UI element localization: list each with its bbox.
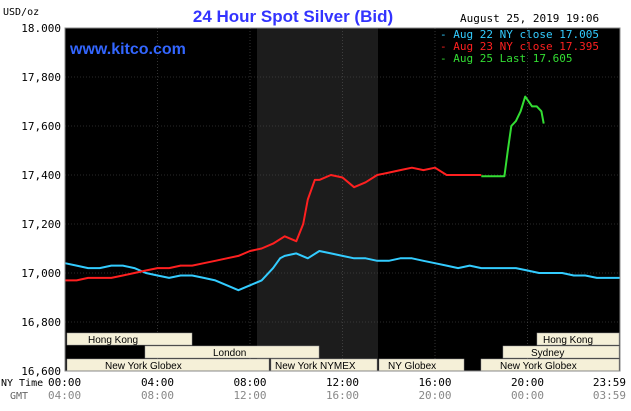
x-tick-label-ny: 04:00 [141,376,174,389]
axis-ticks: 18.000 17,800 17,600 17,400 17,200 17,000 16,8… [21,22,626,402]
market-london: London [213,348,246,359]
x-tick-label-ny: 12:00 [326,376,359,389]
market-box [502,345,620,359]
x-tick-label-gmt: 12:00 [233,389,266,402]
y-tick-label: 17,600 [21,120,61,133]
timestamp: August 25, 2019 19:06 [460,12,599,25]
legend-item-aug25: - Aug 25 Last 17.605 [440,52,572,65]
market-new-york-globex: New York Globex [105,361,182,372]
y-tick-label: 16,600 [21,365,61,378]
series-line-1 [65,166,482,282]
market-hong-kong-2: Hong Kong [543,335,593,346]
session-highlight [257,28,378,371]
x-tick-label-ny: 00:00 [48,376,81,389]
x-tick-label-gmt: 08:00 [141,389,174,402]
market-box [66,332,193,346]
x-tick-label-ny: 20:00 [511,376,544,389]
y-tick-label: 17,800 [21,71,61,84]
series-line-2 [481,95,545,178]
plot-frame [64,27,621,372]
x-tick-label-ny: 23:59 [593,376,626,389]
market-ny-globex: NY Globex [388,361,436,372]
x-tick-label-gmt: 00:00 [511,389,544,402]
x-tick-label-gmt: 20:00 [418,389,451,402]
market-box [536,332,620,346]
y-tick-label: 17,200 [21,218,61,231]
gmt-label: GMT [10,391,28,402]
x-tick-label-gmt: 04:00 [48,389,81,402]
chart-title: 24 Hour Spot Silver (Bid) [193,7,393,26]
ny-time-label: NY Time [1,378,43,389]
x-tick-label-gmt: 16:00 [326,389,359,402]
market-new-york-globex-2: New York Globex [500,361,577,372]
x-tick-label-ny: 08:00 [233,376,266,389]
market-sydney: Sydney [531,348,564,359]
y-tick-label: 18.000 [21,22,61,35]
legend-item-aug22: - Aug 22 NY close 17.005 [440,28,599,41]
y-units-label: USD/oz [3,7,39,18]
market-sessions: Hong Kong London New York Globex New Yor… [66,332,620,372]
market-box [144,345,320,359]
market-hong-kong: Hong Kong [88,335,138,346]
market-new-york-nymex: New York NYMEX [275,361,356,372]
y-tick-label: 17,400 [21,169,61,182]
series-lines [64,95,620,292]
legend-item-aug23: - Aug 23 NY close 17.395 [440,40,599,53]
site-url: www.kitco.com [69,41,186,58]
y-tick-label: 16,800 [21,316,61,329]
x-tick-label-gmt: 03:59 [593,389,626,402]
y-tick-label: 17,000 [21,267,61,280]
series-line-0 [64,250,620,292]
x-tick-label-ny: 16:00 [418,376,451,389]
